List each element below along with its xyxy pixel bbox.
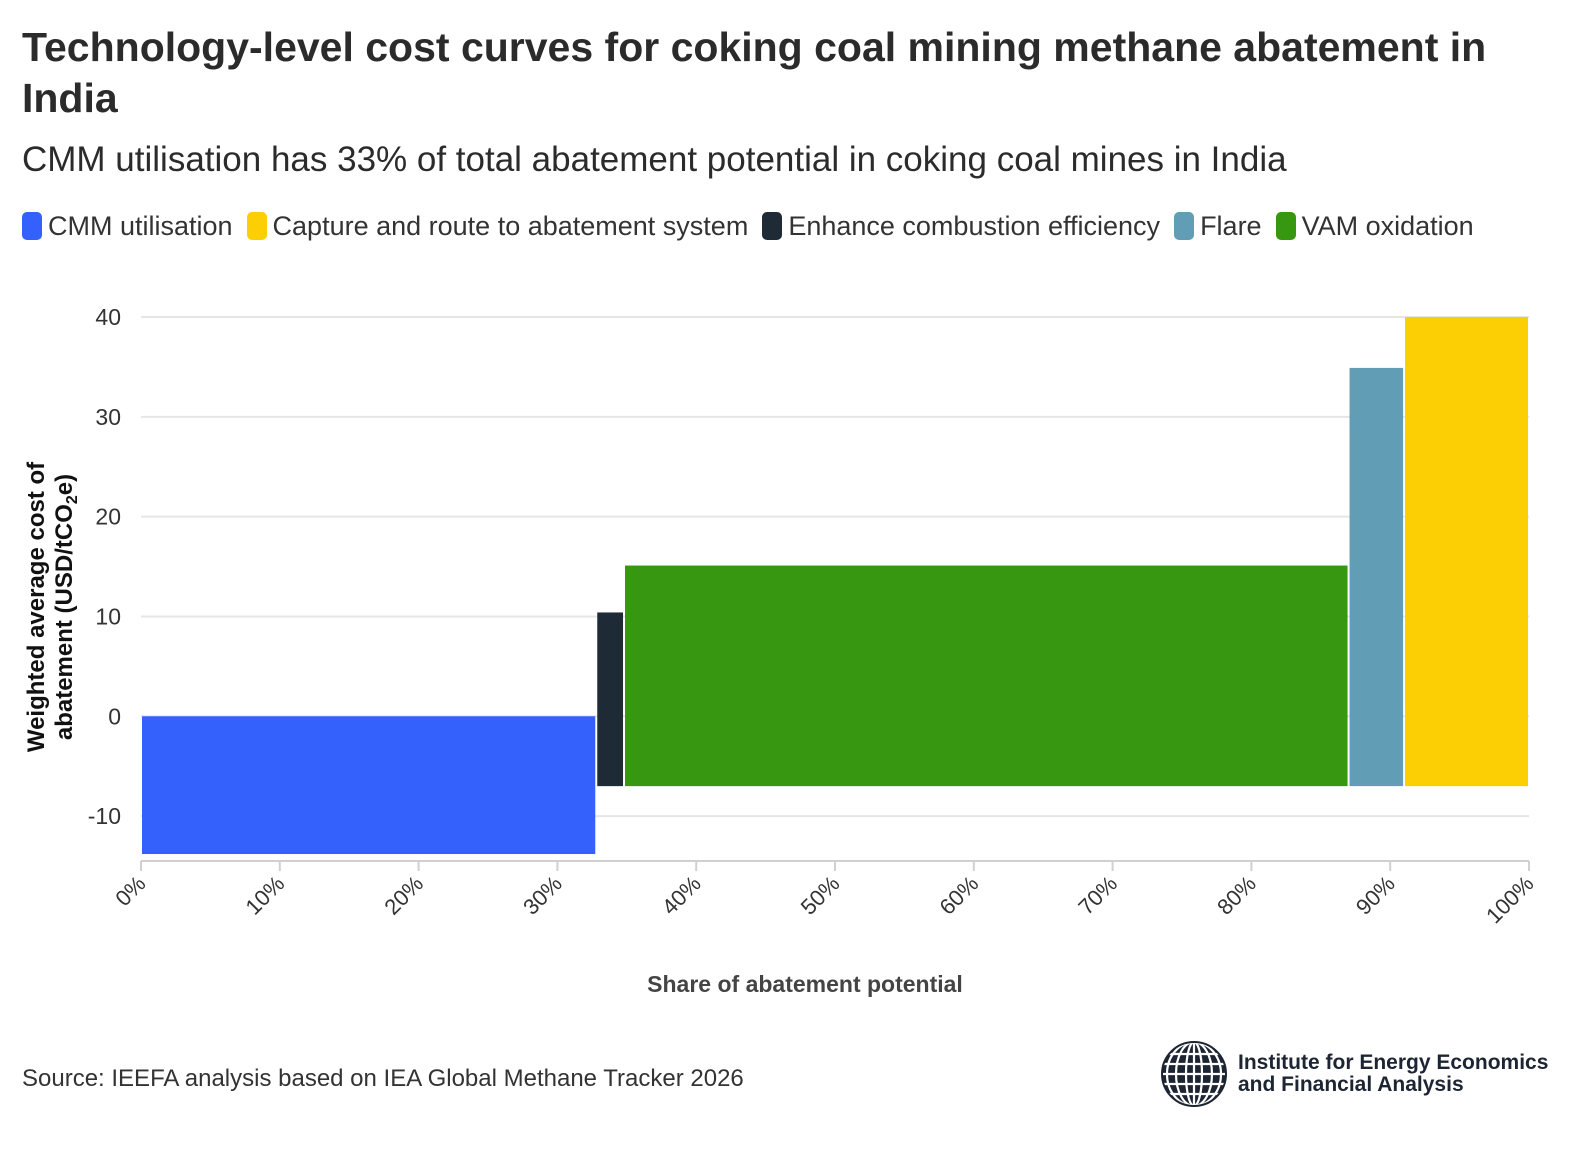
x-tick-label: 0% [110, 871, 150, 911]
y-axis-title-line1: Weighted average cost of [23, 461, 50, 752]
legend-item: VAM oxidation [1275, 211, 1474, 241]
x-tick-label: 90% [1351, 871, 1400, 920]
ieefa-logo: Institute for Energy Economics and Finan… [1160, 1040, 1548, 1108]
legend-swatch [22, 212, 42, 240]
logo-line-1: Institute for Energy Economics [1238, 1051, 1549, 1074]
legend-label: Enhance combustion efficiency [788, 211, 1161, 241]
chart-subtitle: CMM utilisation has 33% of total abateme… [22, 140, 1287, 179]
bar-capture-and-route-to-abatement-system [1405, 317, 1528, 787]
legend-item: Flare [1174, 212, 1262, 240]
cost-curve-chart: -10 0 10 20 30 40 0% 10% 20% 30% 40% 50% 60% 70% 80% 90… [23, 304, 1539, 997]
legend-swatch [762, 212, 783, 240]
globe-icon [1161, 1041, 1227, 1107]
x-tick-label: 70% [1073, 871, 1122, 920]
x-tick-label: 60% [935, 871, 984, 920]
x-tick-label: 100% [1481, 871, 1538, 928]
y-tick-label: 0 [108, 703, 121, 729]
x-tick-label: 80% [1212, 871, 1261, 920]
legend-swatch [1275, 212, 1296, 240]
legend-swatch [1174, 212, 1195, 240]
y-tick-label: 40 [95, 304, 121, 330]
legend-label: VAM oxidation [1301, 211, 1474, 241]
x-tick-label: 30% [518, 871, 567, 920]
bar-vam-oxidation [625, 565, 1348, 787]
x-tick-label: 40% [657, 871, 706, 920]
y-tick-label: 30 [95, 404, 121, 430]
bar-cmm-utilisation [142, 716, 596, 855]
legend-label: Flare [1200, 211, 1262, 241]
legend-item: CMM utilisation [22, 212, 233, 240]
legend-swatch [246, 212, 267, 240]
x-tick-label: 50% [796, 871, 845, 920]
y-tick-label: -10 [88, 803, 121, 829]
x-tick-label: 10% [241, 871, 290, 920]
chart-title: Technology-level cost curves for coking … [22, 24, 1487, 121]
source-note: Source: IEEFA analysis based on IEA Glob… [22, 1065, 744, 1092]
legend-label: Capture and route to abatement system [272, 211, 749, 241]
bar-flare [1349, 367, 1404, 787]
y-tick-label: 10 [95, 603, 121, 629]
x-tick-label: 20% [379, 871, 428, 920]
legend-label: CMM utilisation [48, 211, 233, 241]
y-tick-label: 20 [95, 504, 121, 530]
logo-line-2: and Financial Analysis [1238, 1073, 1464, 1096]
legend: CMM utilisation Capture and route to abat… [22, 212, 1502, 240]
x-axis-title: Share of abatement potential [647, 971, 963, 997]
bar-enhance-combustion-efficiency [597, 612, 624, 787]
legend-item: Enhance combustion efficiency [762, 212, 1160, 240]
legend-item: Capture and route to abatement system [246, 211, 749, 241]
y-axis-title-line2: abatement (USD/tCO2e) [51, 474, 81, 740]
